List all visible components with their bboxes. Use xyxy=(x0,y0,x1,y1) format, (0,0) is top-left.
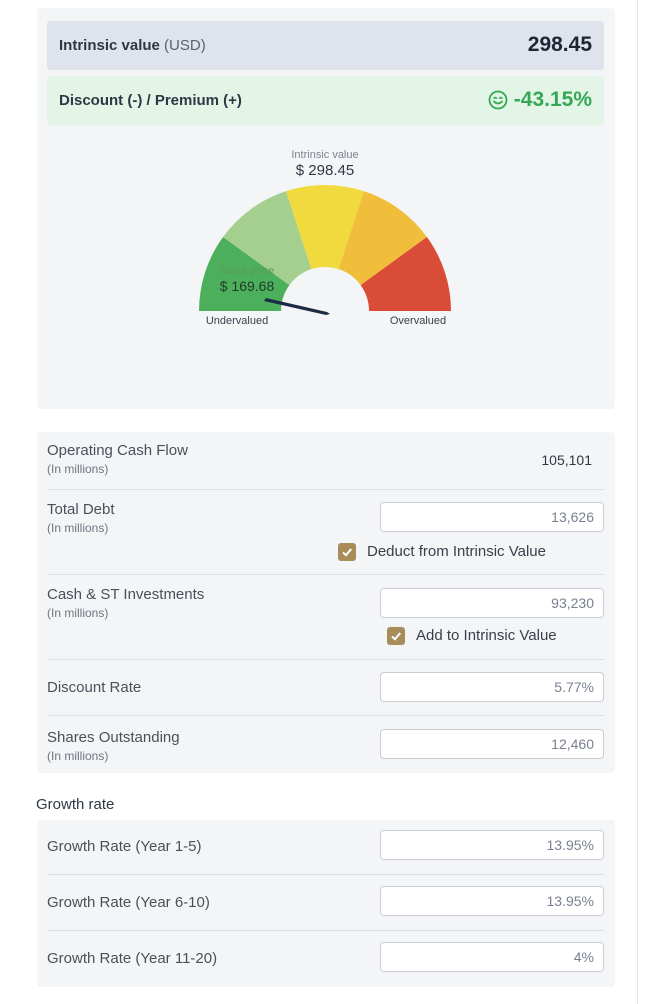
shares-outstanding-unit: (In millions) xyxy=(47,749,109,763)
shares-outstanding-label: Shares Outstanding xyxy=(47,729,180,746)
discount-rate-label: Discount Rate xyxy=(47,679,142,696)
divider xyxy=(47,715,604,716)
checkmark-icon xyxy=(391,632,401,641)
gauge-segment-2 xyxy=(223,191,312,286)
discount-rate-input[interactable]: 5.77% xyxy=(380,672,604,702)
divider xyxy=(47,489,604,490)
growth-year-6-10-row: Growth Rate (Year 6-10) 13.95% xyxy=(47,886,604,920)
gauge-overvalued-label: Overvalued xyxy=(390,315,446,327)
divider xyxy=(47,930,604,931)
smile-icon xyxy=(488,90,508,110)
divider xyxy=(47,659,604,660)
discount-premium-value: -43.15% xyxy=(513,88,592,111)
gauge-segment-4 xyxy=(338,191,427,286)
deduct-debt-checkbox-label[interactable]: Deduct from Intrinsic Value xyxy=(367,543,546,560)
valuation-summary-card: Intrinsic value (USD) 298.45 Discount (-… xyxy=(37,8,615,409)
discount-premium-row: Discount (-) / Premium (+) -43.15% xyxy=(47,76,604,125)
operating-cash-flow-unit: (In millions) xyxy=(47,462,109,476)
growth-rate-title: Growth rate xyxy=(36,796,115,813)
operating-cash-flow-row: Operating Cash Flow (In millions) 105,10… xyxy=(47,441,604,481)
growth-year-11-20-label: Growth Rate (Year 11-20) xyxy=(47,950,218,967)
discount-premium-label: Discount (-) / Premium (+) xyxy=(59,92,242,109)
operating-cash-flow-value: 105,101 xyxy=(541,452,592,468)
divider xyxy=(47,874,604,875)
intrinsic-value-row: Intrinsic value (USD) 298.45 xyxy=(47,21,604,70)
growth-year-1-5-input[interactable]: 13.95% xyxy=(380,830,604,860)
growth-year-6-10-input[interactable]: 13.95% xyxy=(380,886,604,916)
deduct-debt-checkbox-row[interactable]: Deduct from Intrinsic Value xyxy=(338,543,587,563)
intrinsic-value-label: Intrinsic value (USD) xyxy=(59,37,206,54)
gauge-needle xyxy=(264,298,330,315)
currency-label: (USD) xyxy=(164,37,206,54)
gauge-segment-5 xyxy=(360,236,451,311)
gauge-undervalued-label: Undervalued xyxy=(206,315,268,327)
add-cash-checkbox-label[interactable]: Add to Intrinsic Value xyxy=(416,627,557,644)
shares-outstanding-input[interactable]: 12,460 xyxy=(380,729,604,759)
inputs-card: Operating Cash Flow (In millions) 105,10… xyxy=(37,432,615,773)
divider xyxy=(47,574,604,575)
panel-divider xyxy=(637,0,638,1004)
growth-year-1-5-row: Growth Rate (Year 1-5) 13.95% xyxy=(47,830,604,864)
discount-rate-row: Discount Rate 5.77% xyxy=(47,670,604,710)
growth-rate-card: Growth Rate (Year 1-5) 13.95% Growth Rat… xyxy=(37,820,615,987)
total-debt-unit: (In millions) xyxy=(47,521,109,535)
intrinsic-value: 298.45 xyxy=(527,33,592,56)
growth-year-1-5-label: Growth Rate (Year 1-5) xyxy=(47,838,202,855)
cash-st-investments-row: Cash & ST Investments (In millions) 93,2… xyxy=(47,585,604,661)
gauge-stock-caption: Stock price xyxy=(220,265,274,277)
cash-st-investments-label: Cash & ST Investments xyxy=(47,586,205,603)
add-cash-checkbox-row[interactable]: Add to Intrinsic Value xyxy=(387,627,587,647)
cash-st-investments-input[interactable]: 93,230 xyxy=(380,588,604,618)
total-debt-row: Total Debt (In millions) 13,626 Deduct f… xyxy=(47,500,604,576)
cash-st-investments-unit: (In millions) xyxy=(47,606,109,620)
gauge-segment-3 xyxy=(286,185,364,270)
valuation-gauge: Intrinsic value $ 298.45 Stock price $ 1… xyxy=(199,149,451,327)
total-debt-label: Total Debt xyxy=(47,501,115,518)
deduct-debt-checkbox[interactable] xyxy=(338,543,356,561)
total-debt-input[interactable]: 13,626 xyxy=(380,502,604,532)
growth-year-6-10-label: Growth Rate (Year 6-10) xyxy=(47,894,210,911)
add-cash-checkbox[interactable] xyxy=(387,627,405,645)
operating-cash-flow-label: Operating Cash Flow xyxy=(47,442,188,459)
shares-outstanding-row: Shares Outstanding (In millions) 12,460 xyxy=(47,728,604,768)
gauge-intrinsic-caption: Intrinsic value xyxy=(291,149,358,161)
growth-year-11-20-row: Growth Rate (Year 11-20) 4% xyxy=(47,942,604,976)
gauge-segment-1 xyxy=(199,236,290,311)
gauge-intrinsic-value: $ 298.45 xyxy=(296,162,354,179)
gauge-stock-value: $ 169.68 xyxy=(220,278,275,294)
checkmark-icon xyxy=(342,548,352,557)
growth-year-11-20-input[interactable]: 4% xyxy=(380,942,604,972)
